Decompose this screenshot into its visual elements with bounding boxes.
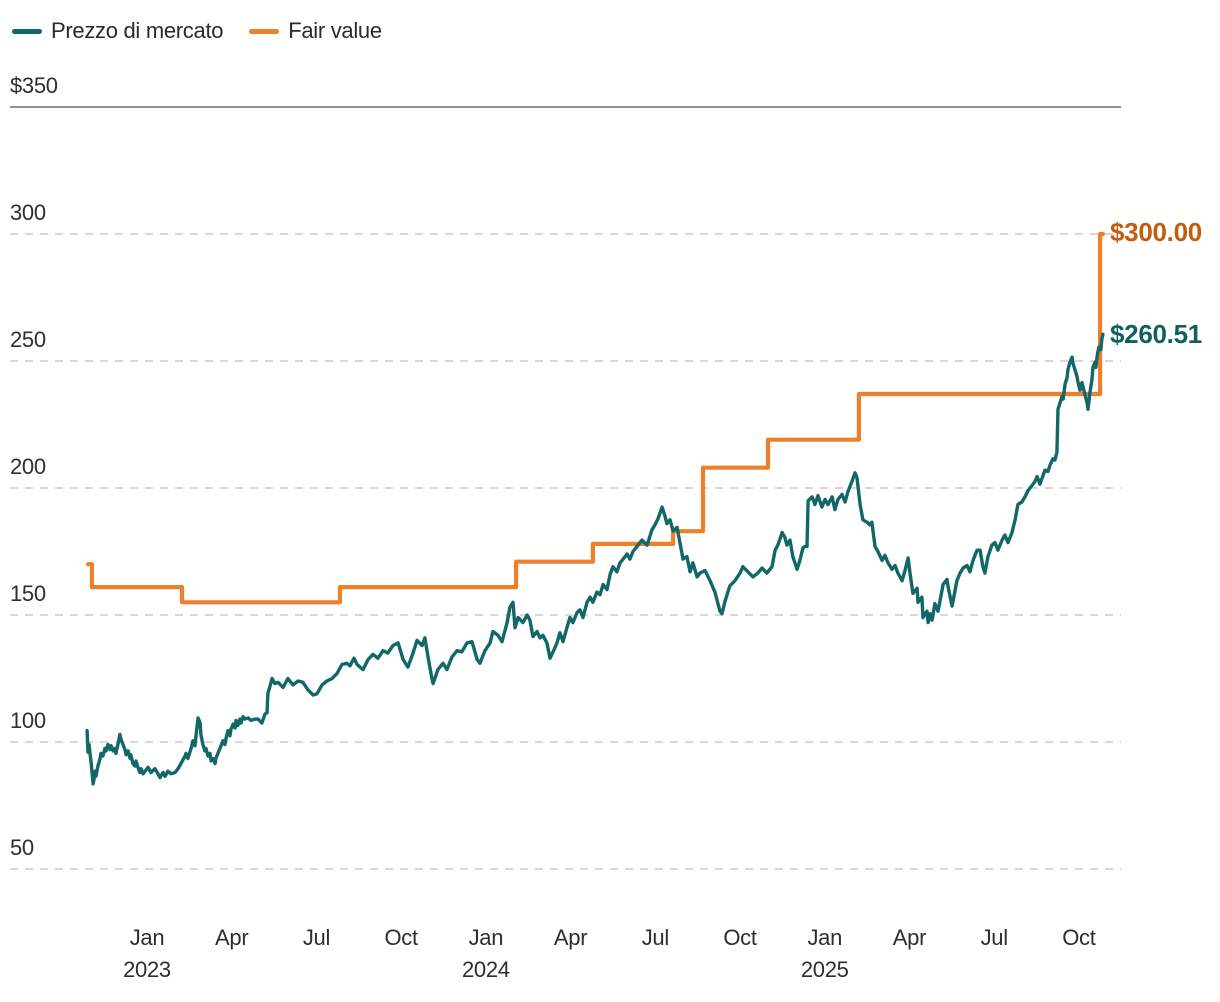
- x-tick-label-Jan2023: Jan 2023: [123, 925, 171, 982]
- y-tick-label-350: $350: [10, 73, 58, 98]
- x-tick-label-Oct: Oct: [723, 925, 757, 950]
- legend-label-market-price: Prezzo di mercato: [51, 18, 224, 43]
- x-tick-label-Apr: Apr: [892, 925, 927, 950]
- y-tick-label-250: 250: [10, 327, 46, 352]
- x-tick-label-Jan2024: Jan 2024: [462, 925, 510, 982]
- legend-item-fair-value: Fair value: [249, 18, 382, 44]
- y-tick-label-200: 200: [10, 454, 46, 479]
- fair-value-end-label: $300.00: [1110, 217, 1202, 247]
- legend: Prezzo di mercato Fair value: [12, 18, 382, 44]
- y-tick-label-300: 300: [10, 200, 46, 225]
- y-tick-label-50: 50: [10, 835, 34, 860]
- x-tick-label-Jul: Jul: [980, 925, 1009, 950]
- fair-value-line: [85, 231, 1105, 605]
- market-price-end-label: $260.51: [1110, 319, 1202, 350]
- x-tick-label-Jul: Jul: [641, 925, 670, 950]
- x-tick-label-Oct: Oct: [384, 925, 418, 950]
- fair-value-line-swatch: [249, 28, 280, 34]
- y-tick-label-100: 100: [10, 708, 46, 733]
- legend-label-fair-value: Fair value: [288, 18, 382, 43]
- x-tick-label-Jul: Jul: [302, 925, 331, 950]
- x-tick-label-Apr: Apr: [215, 925, 249, 950]
- y-tick-label-150: 150: [10, 581, 46, 606]
- legend-item-market-price: Prezzo di mercato: [12, 18, 224, 44]
- x-tick-label-Jan2025: Jan 2025: [800, 925, 849, 982]
- market-price-line: [85, 332, 1105, 786]
- x-tick-label-Apr: Apr: [553, 925, 588, 950]
- x-tick-label-Oct: Oct: [1062, 925, 1096, 950]
- market-price-line-swatch: [12, 28, 42, 34]
